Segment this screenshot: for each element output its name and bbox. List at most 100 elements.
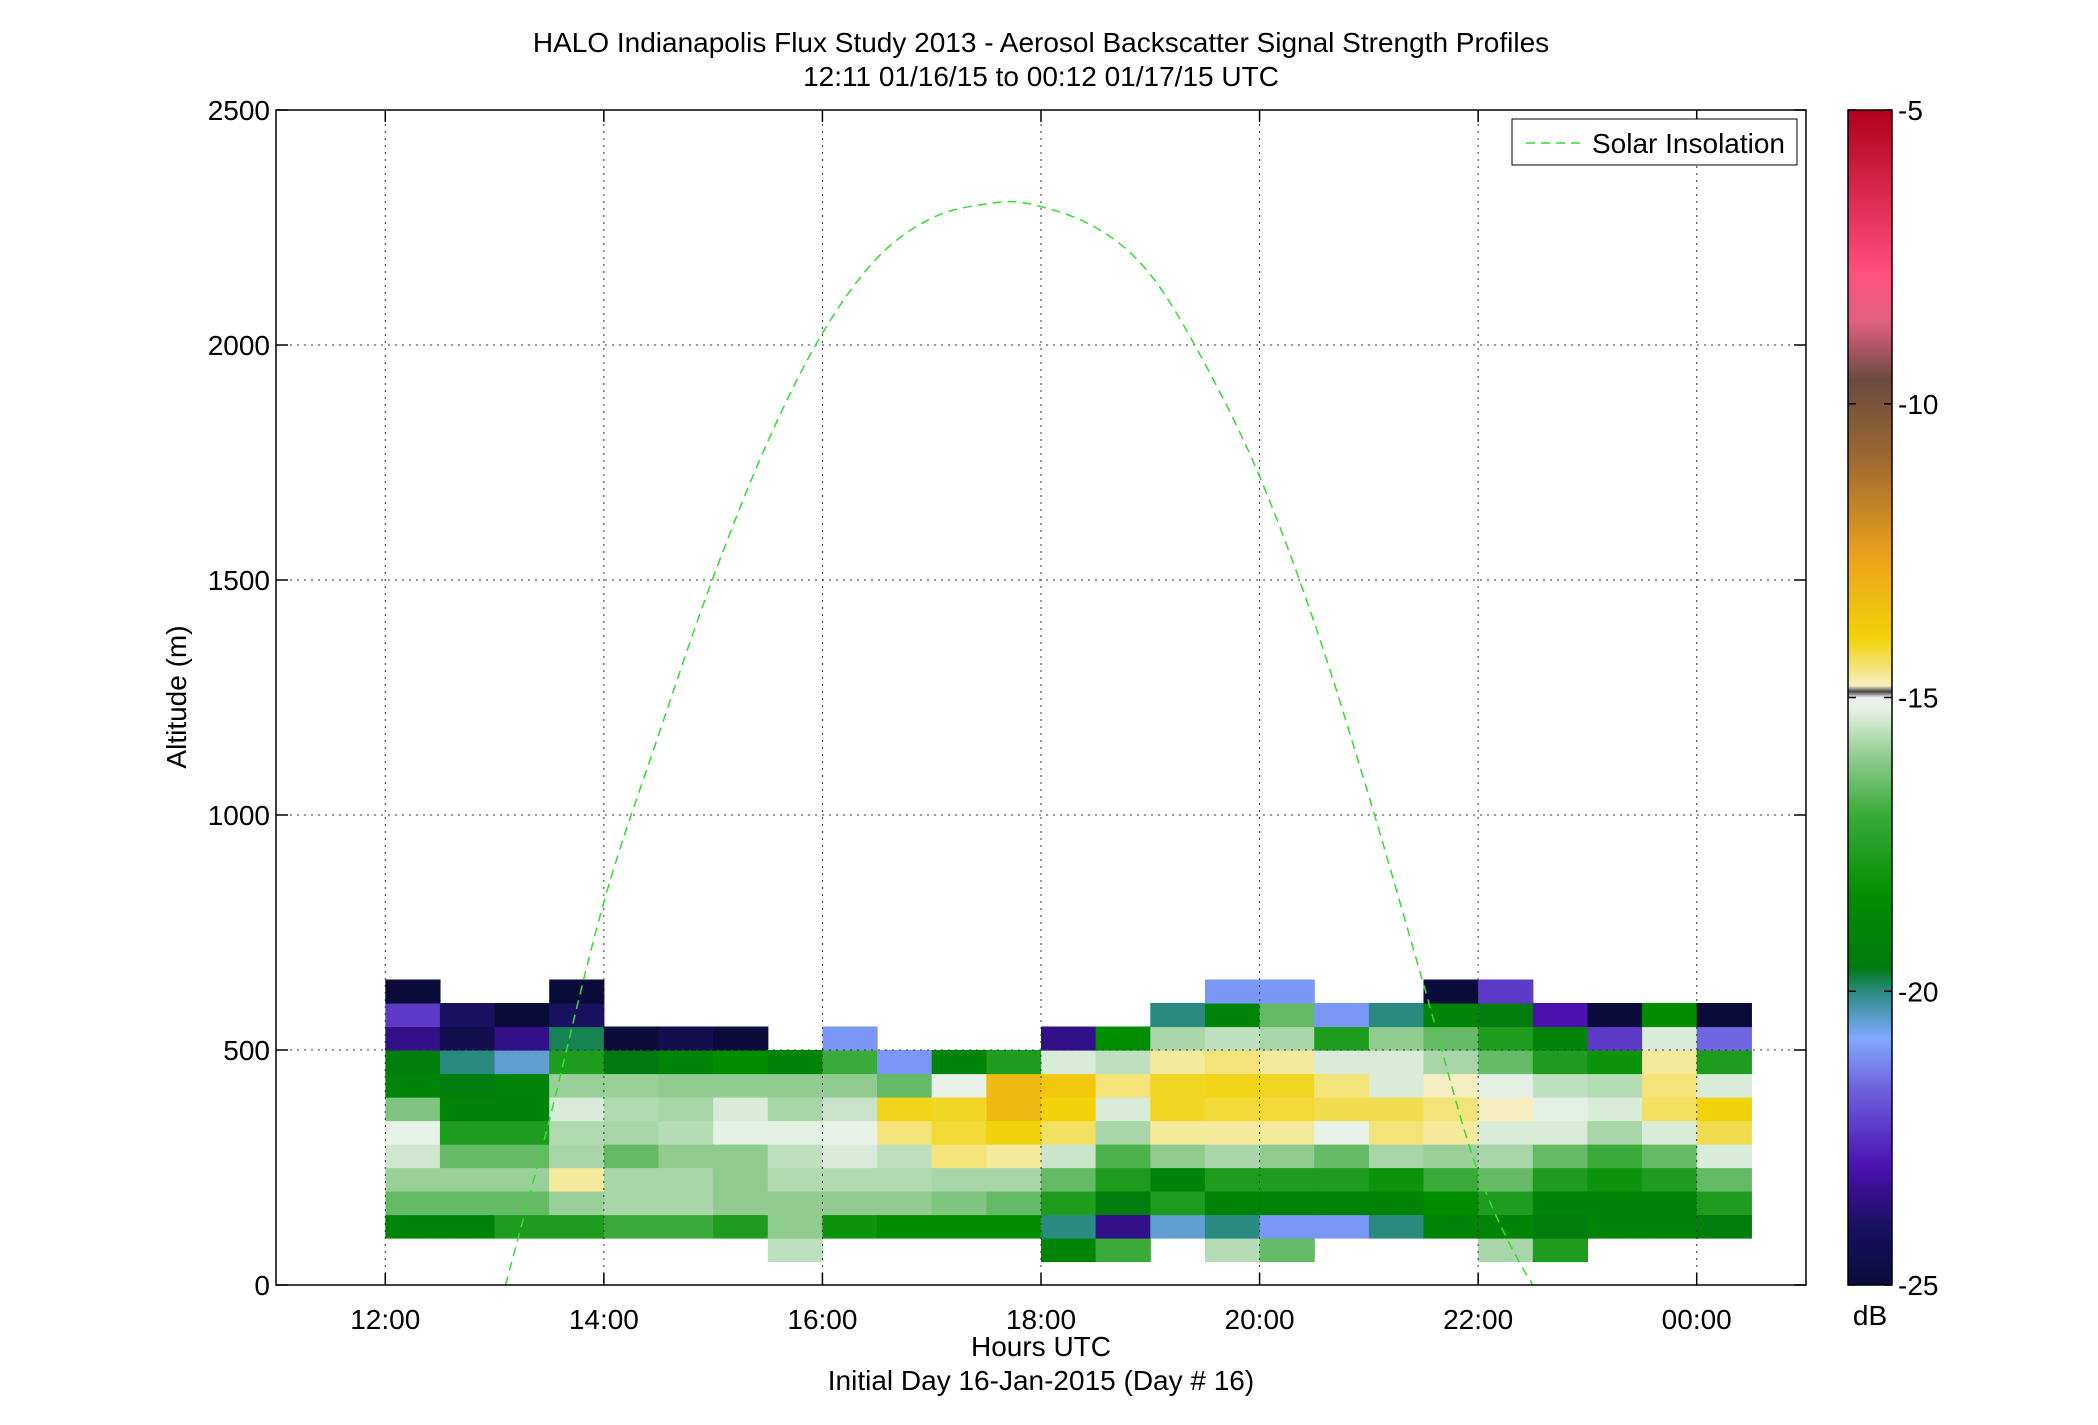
heatmap-cell bbox=[1532, 1214, 1589, 1239]
heatmap-cell bbox=[713, 1120, 769, 1145]
heatmap-cell bbox=[767, 1050, 824, 1075]
heatmap-cell bbox=[713, 1144, 769, 1169]
heatmap-cell bbox=[494, 1050, 550, 1075]
heatmap-cell bbox=[1532, 1050, 1589, 1075]
heatmap-cell bbox=[1587, 1050, 1643, 1075]
heatmap-cell bbox=[1204, 1191, 1261, 1216]
heatmap-cell bbox=[1204, 979, 1261, 1004]
heatmap-cell bbox=[549, 1120, 605, 1145]
heatmap-cell bbox=[822, 1120, 878, 1145]
heatmap-cell bbox=[1532, 1026, 1589, 1051]
heatmap-cell bbox=[603, 1026, 660, 1051]
heatmap-cell bbox=[549, 1097, 605, 1122]
heatmap-cell bbox=[1587, 1073, 1643, 1098]
heatmap-cell bbox=[658, 1144, 714, 1169]
heatmap-cell bbox=[385, 1120, 441, 1145]
heatmap-cell bbox=[1587, 1191, 1643, 1216]
x-tick-label: 18:00 bbox=[1006, 1304, 1076, 1335]
heatmap-cell bbox=[1642, 1214, 1698, 1239]
heatmap-cell bbox=[822, 1097, 878, 1122]
heatmap-cell bbox=[385, 1214, 441, 1239]
heatmap-cell bbox=[1368, 1191, 1425, 1216]
y-tick-label: 2500 bbox=[208, 95, 270, 126]
heatmap-cell bbox=[767, 1167, 824, 1192]
heatmap-cell bbox=[1041, 1144, 1097, 1169]
y-tick-label: 1000 bbox=[208, 800, 270, 831]
heatmap-cell bbox=[1368, 1167, 1425, 1192]
heatmap-cell bbox=[1642, 1026, 1698, 1051]
heatmap-cell bbox=[1423, 1167, 1479, 1192]
heatmap-cell bbox=[494, 1167, 550, 1192]
heatmap-cell bbox=[986, 1073, 1042, 1098]
heatmap-cell bbox=[931, 1167, 987, 1192]
heatmap-cell bbox=[1150, 1003, 1206, 1028]
heatmap-cell bbox=[1368, 1097, 1425, 1122]
heatmap-cell bbox=[494, 1073, 550, 1098]
heatmap-cell bbox=[1204, 1050, 1261, 1075]
heatmap-cell bbox=[603, 1073, 660, 1098]
heatmap-cell bbox=[1259, 1238, 1315, 1263]
heatmap-cell bbox=[1041, 1238, 1097, 1263]
heatmap-cell bbox=[1423, 1050, 1479, 1075]
heatmap-cell bbox=[1587, 1167, 1643, 1192]
heatmap-cell bbox=[549, 1167, 605, 1192]
heatmap-cell bbox=[439, 1003, 496, 1028]
heatmap-cell bbox=[1587, 1144, 1643, 1169]
heatmap-cell bbox=[1696, 1120, 1752, 1145]
heatmap-cell bbox=[1259, 1167, 1315, 1192]
heatmap-cell bbox=[494, 1144, 550, 1169]
colorbar-tick-label: -10 bbox=[1898, 389, 1938, 420]
heatmap-cell bbox=[439, 1097, 496, 1122]
heatmap-cell bbox=[1150, 1050, 1206, 1075]
heatmap-cell bbox=[1095, 1073, 1151, 1098]
heatmap-cell bbox=[1095, 1238, 1151, 1263]
heatmap-cell bbox=[494, 1026, 550, 1051]
heatmap-cell bbox=[1532, 1097, 1589, 1122]
series-lines bbox=[504, 200, 1550, 1285]
heatmap-cell bbox=[1259, 1191, 1315, 1216]
heatmap-cell bbox=[1532, 1073, 1589, 1098]
heatmap-cell bbox=[931, 1144, 987, 1169]
heatmap-cell bbox=[1041, 1050, 1097, 1075]
heatmap-cell bbox=[1314, 1191, 1370, 1216]
heatmap-cell bbox=[767, 1097, 824, 1122]
heatmap-cell bbox=[822, 1144, 878, 1169]
heatmap-cell bbox=[822, 1214, 878, 1239]
colorbar-tick-label: -15 bbox=[1898, 683, 1938, 714]
heatmap-cell bbox=[494, 1097, 550, 1122]
heatmap-cell bbox=[1423, 1097, 1479, 1122]
heatmap-cell bbox=[767, 1120, 824, 1145]
heatmap-cell bbox=[1314, 1050, 1370, 1075]
heatmap-cell bbox=[439, 1214, 496, 1239]
heatmap-cell bbox=[877, 1191, 933, 1216]
heatmap-cell bbox=[1314, 1120, 1370, 1145]
y-tick-label: 500 bbox=[223, 1035, 270, 1066]
heatmap-cell bbox=[603, 1191, 660, 1216]
y-tick-label: 2000 bbox=[208, 330, 270, 361]
heatmap-cell bbox=[439, 1050, 496, 1075]
heatmap-cell bbox=[1696, 1097, 1752, 1122]
heatmap-cell bbox=[1696, 1073, 1752, 1098]
heatmap-cell bbox=[1314, 1167, 1370, 1192]
heatmap-cell bbox=[1259, 1050, 1315, 1075]
heatmap-cell bbox=[549, 1191, 605, 1216]
heatmap-cell bbox=[1478, 1003, 1534, 1028]
heatmap-cell bbox=[494, 1214, 550, 1239]
heatmap-cell bbox=[1314, 1073, 1370, 1098]
heatmap-cell bbox=[1095, 1050, 1151, 1075]
heatmap-cell bbox=[1314, 1003, 1370, 1028]
heatmap-cell bbox=[931, 1050, 987, 1075]
heatmap-cell bbox=[931, 1097, 987, 1122]
colorbar-tick-label: -20 bbox=[1898, 976, 1938, 1007]
heatmap-cell bbox=[385, 979, 441, 1004]
heatmap-cell bbox=[603, 1144, 660, 1169]
heatmap-cell bbox=[1532, 1144, 1589, 1169]
heatmap-cell bbox=[385, 1167, 441, 1192]
heatmap-cell bbox=[1259, 1214, 1315, 1239]
heatmap-cell bbox=[1259, 1026, 1315, 1051]
x-axis-sublabel: Initial Day 16-Jan-2015 (Day # 16) bbox=[828, 1365, 1254, 1396]
heatmap-cell bbox=[603, 1120, 660, 1145]
heatmap-cell bbox=[1204, 1026, 1261, 1051]
heatmap-cell bbox=[931, 1120, 987, 1145]
heatmap-cell bbox=[1478, 1026, 1534, 1051]
